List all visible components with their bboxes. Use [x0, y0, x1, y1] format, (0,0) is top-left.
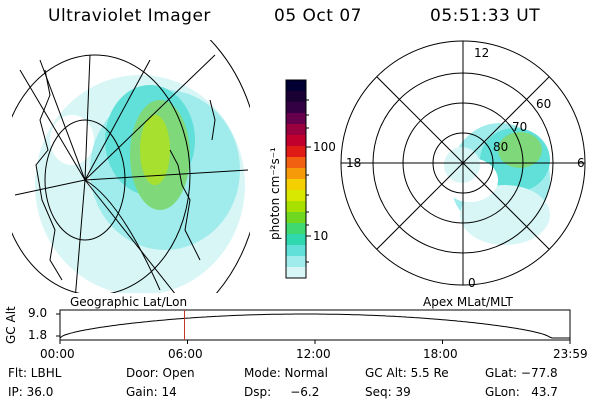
seq-info: Seq: 39 [365, 385, 411, 399]
altitude-curve [59, 313, 570, 339]
mode-info: Mode: Normal [244, 366, 328, 380]
mlt-label-12: 12 [474, 46, 490, 60]
colorbar-minor-ticks [306, 99, 309, 263]
mlat-label-60: 60 [536, 97, 552, 111]
colorbar-stop [286, 102, 306, 114]
emission-gap [50, 115, 94, 165]
colorbar-stop [286, 135, 306, 147]
mlt-label-6: 6 [577, 156, 585, 170]
dsp-info: Dsp: −6.2 [244, 385, 320, 399]
colorbar-stop [286, 168, 306, 180]
gain-info: Gain: 14 [126, 385, 177, 399]
timeline-xtick-2: 12:00 [296, 347, 331, 361]
orbit-timeline [56, 309, 571, 344]
glon-info: GLon: 43.7 [485, 385, 558, 399]
mlt-label-18: 18 [346, 156, 362, 170]
timeline-ytick-max: 9.0 [28, 306, 48, 320]
colorbar-stop [286, 256, 306, 268]
timeline-xtick-0: 00:00 [40, 347, 75, 361]
colorbar-stop [286, 190, 306, 202]
colorbar-stop [286, 91, 306, 103]
timeline-xtick-3: 18:00 [423, 347, 458, 361]
colorbar-stop [286, 113, 306, 125]
mlat-label-70: 70 [512, 120, 528, 134]
instrument-title: Ultraviolet Imager [48, 6, 211, 26]
colorbar-stop [286, 124, 306, 136]
colorbar-stop [286, 267, 306, 279]
colorbar-stop [286, 80, 306, 92]
colorbar-stop [286, 157, 306, 169]
emission-region-peak [140, 115, 170, 185]
colorbar-label-100: 100 [313, 140, 336, 154]
colorbar-stop [286, 234, 306, 246]
polar-plot-panel [340, 40, 586, 286]
timeline-xtick-4: 23:59 [553, 347, 588, 361]
coastlines [35, 69, 216, 281]
polar-grid [340, 40, 586, 286]
colorbar-label-10: 10 [313, 229, 329, 243]
timeline-xtick-1: 06:00 [168, 347, 203, 361]
gc-alt-info: GC Alt: 5.5 Re [365, 366, 449, 380]
glat-info: GLat: −77.8 [485, 366, 558, 380]
colorbar-stop [286, 223, 306, 235]
door-info: Door: Open [126, 366, 195, 380]
timeline-ticks [56, 313, 571, 344]
observation-time: 05:51:33 UT [430, 6, 541, 26]
timeline-ytick-min: 1.8 [28, 328, 48, 342]
geographic-image-panel [12, 40, 250, 293]
colorbar-stop [286, 201, 306, 213]
colorbar-stop [286, 146, 306, 158]
filter-info: Flt: LBHL [8, 366, 62, 380]
timeline-frame [59, 309, 571, 341]
ip-info: IP: 36.0 [8, 385, 54, 399]
colorbar-stop [286, 245, 306, 257]
colorbar-stop [286, 212, 306, 224]
colorbar-unit-label: photon cm⁻²s⁻¹ [268, 147, 282, 240]
geographic-panel-label: Geographic Lat/Lon [70, 295, 188, 309]
timeline-ylabel: GC Alt [4, 306, 18, 344]
colorbar-stop [286, 179, 306, 191]
colorbar [285, 79, 311, 279]
observation-date: 05 Oct 07 [274, 6, 362, 26]
geographic-graticule [12, 40, 250, 293]
colorbar-frame [285, 79, 307, 279]
mlat-label-80: 80 [493, 140, 509, 154]
mlt-label-0: 0 [468, 276, 476, 290]
polar-panel-label: Apex MLat/MLT [423, 295, 513, 309]
